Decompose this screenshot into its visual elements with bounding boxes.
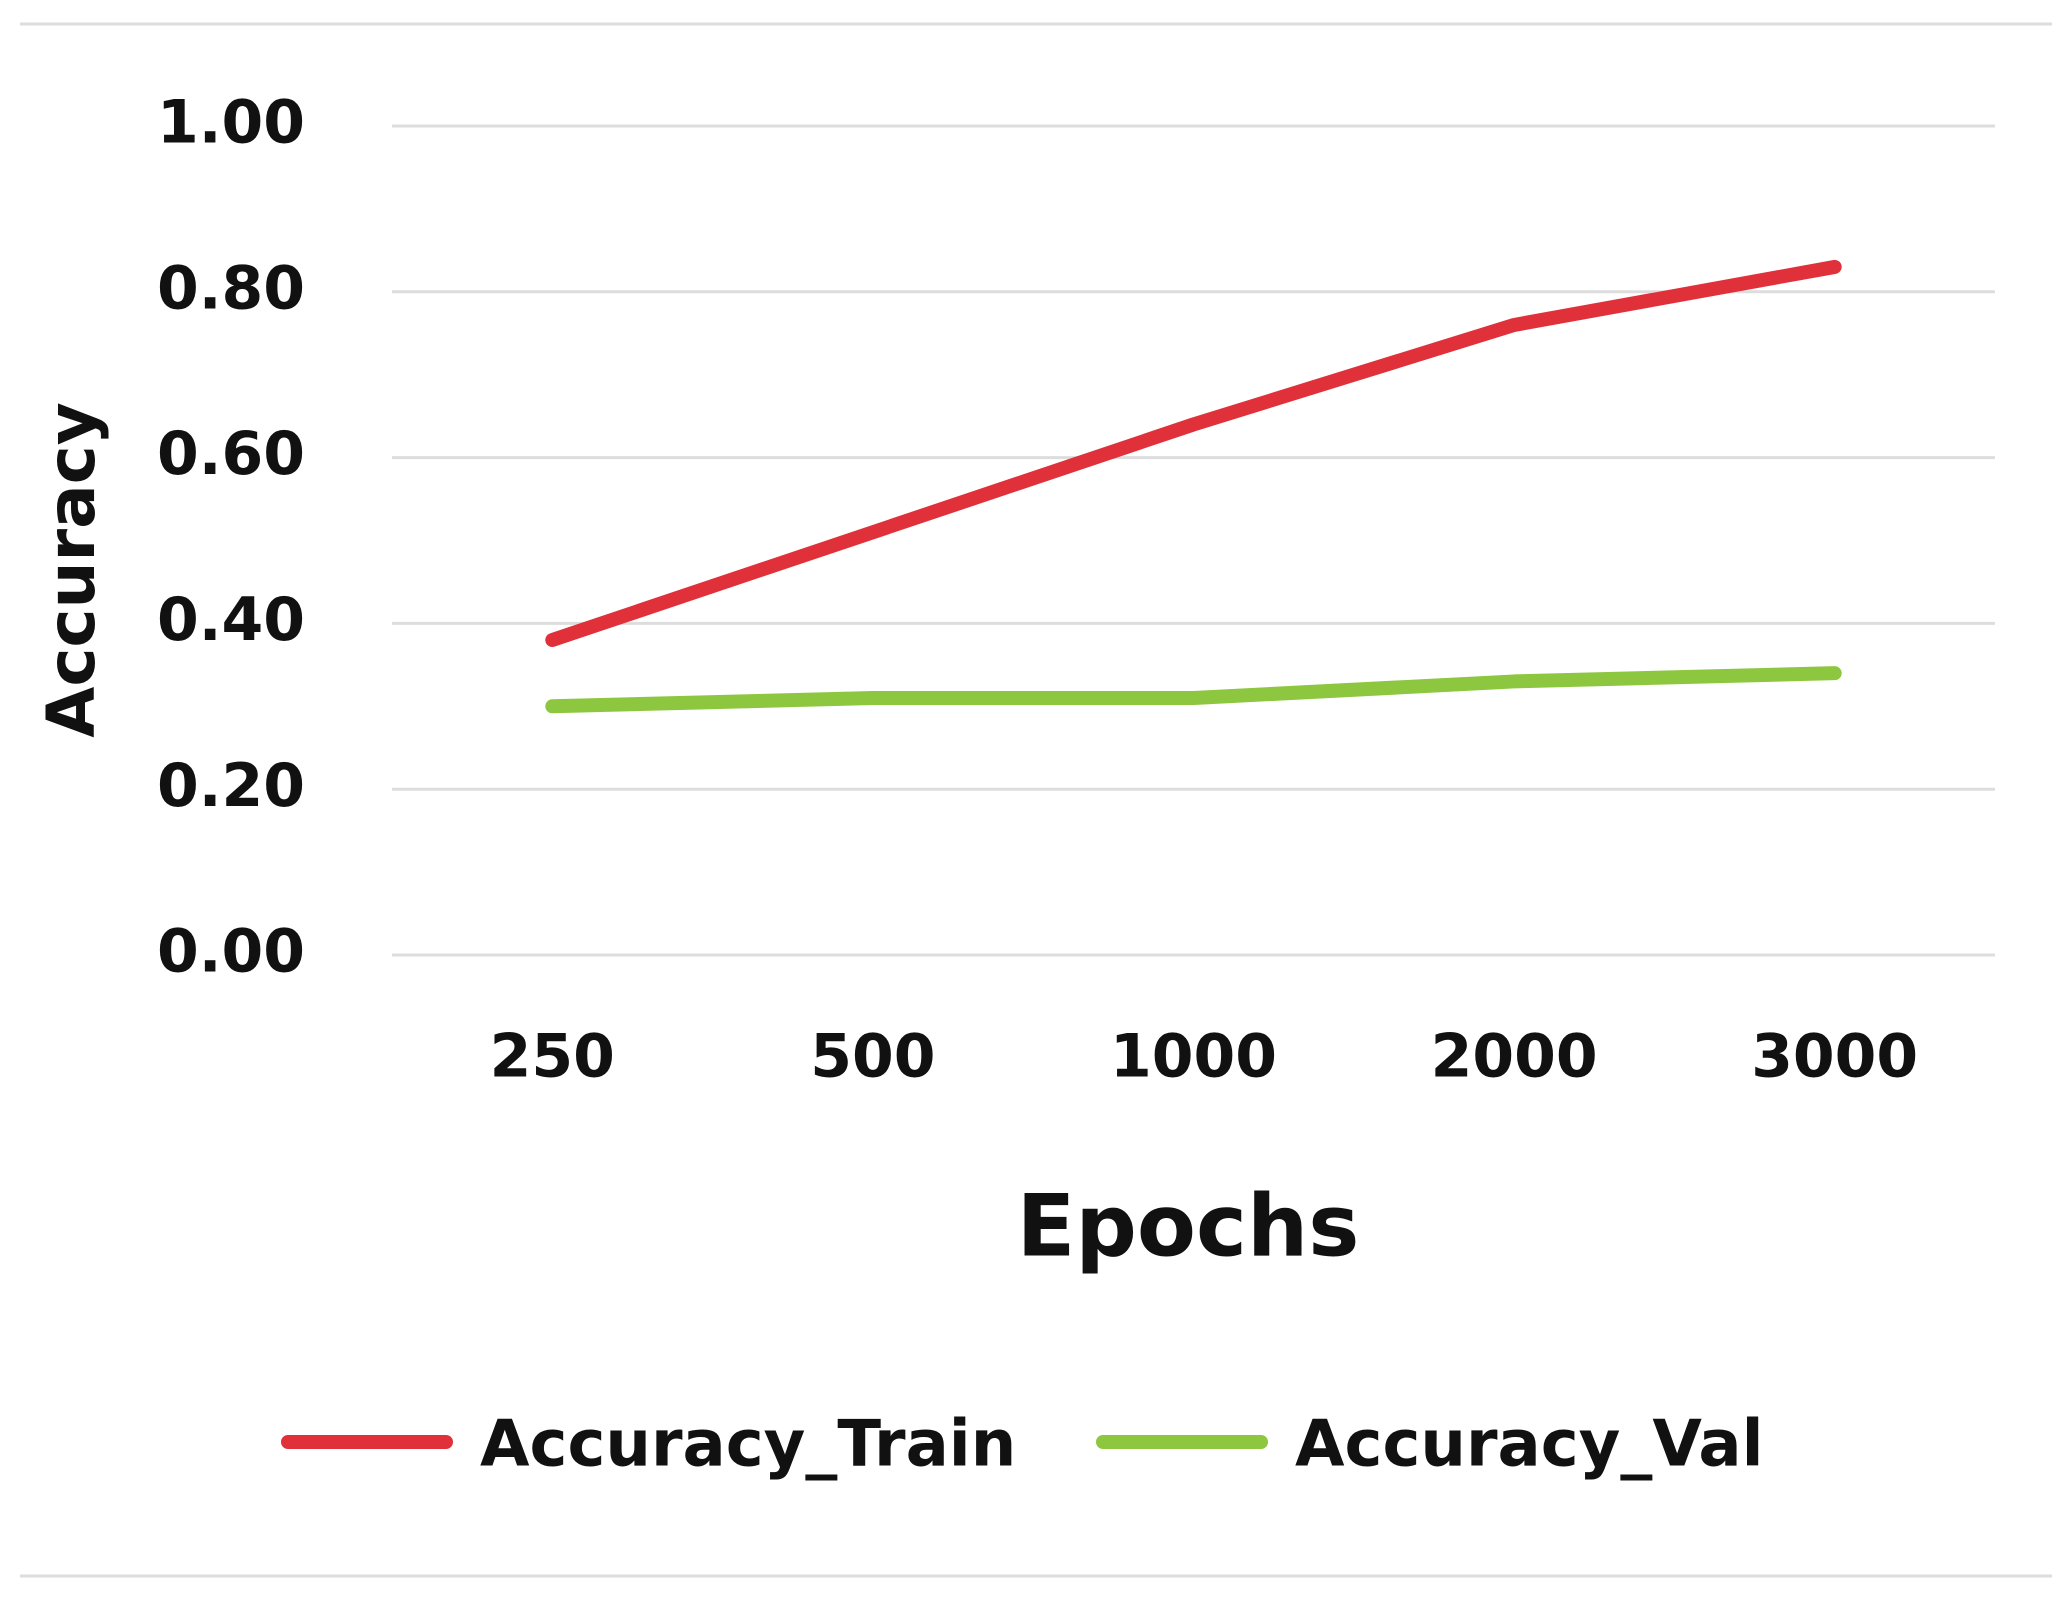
x-axis-title: Epochs <box>1017 1176 1360 1276</box>
y-tick-label: 0.20 <box>157 751 305 821</box>
y-tick-label: 0.40 <box>157 585 305 655</box>
x-tick-label: 250 <box>490 1022 615 1092</box>
legend-label: Accuracy_Train <box>480 1408 1016 1482</box>
y-tick-label: 0.80 <box>157 253 305 323</box>
y-tick-label: 1.00 <box>157 88 305 158</box>
x-tick-label: 1000 <box>1110 1022 1277 1092</box>
series-line <box>545 666 1842 714</box>
y-axis-title: Accuracy <box>33 402 110 738</box>
x-tick-label: 3000 <box>1751 1022 1918 1092</box>
x-tick-label: 2000 <box>1431 1022 1598 1092</box>
x-tick-label: 500 <box>810 1022 935 1092</box>
y-tick-label: 0.60 <box>157 419 305 489</box>
y-tick-label: 0.00 <box>157 917 305 987</box>
legend-label: Accuracy_Val <box>1295 1408 1764 1482</box>
series-line <box>545 259 1842 647</box>
